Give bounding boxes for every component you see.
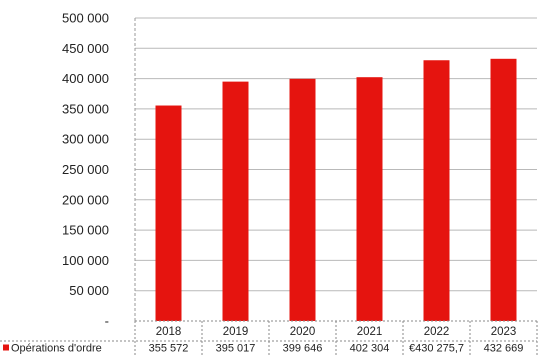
y-tick-label: 50 000: [69, 283, 109, 298]
bar: [222, 81, 249, 322]
data-value-labels: 355 572 395 017 399 646 402 304 €430 275,7 43…: [149, 343, 524, 355]
x-axis-category-labels: 2018 2019 2020 2021 2022 2023: [156, 326, 517, 338]
y-tick-label: 300 000: [62, 132, 109, 147]
legend-label: Opérations d'ordre: [11, 343, 102, 355]
bar: [423, 60, 450, 321]
y-tick-label: 400 000: [62, 71, 109, 86]
y-tick-label: 150 000: [62, 223, 109, 238]
x-category-label: 2018: [156, 326, 182, 338]
y-tick-label: 450 000: [62, 41, 109, 56]
gridlines: [134, 17, 537, 321]
value-label: €430 275,7: [409, 343, 464, 355]
y-tick-label: 350 000: [62, 101, 109, 116]
data-table-lines: [0, 320, 538, 355]
bar: [490, 58, 517, 322]
y-tick-label: 500 000: [62, 11, 109, 26]
value-label: 402 304: [350, 343, 390, 355]
data-table: Opérations d'ordre 2018 2019 2020 2021 2022 2…: [0, 320, 538, 355]
value-label: 395 017: [216, 343, 256, 355]
x-category-label: 2020: [290, 326, 316, 338]
y-tick-label: 200 000: [62, 192, 109, 207]
value-label: 355 572: [149, 343, 189, 355]
x-category-label: 2019: [223, 326, 249, 338]
y-tick-label: 250 000: [62, 162, 109, 177]
bar: [155, 105, 182, 321]
value-label: 399 646: [283, 343, 323, 355]
bars: [155, 58, 517, 322]
bar: [289, 78, 316, 322]
y-tick-label: -: [105, 314, 109, 329]
bar: [356, 77, 383, 322]
value-label: 432 669: [484, 343, 524, 355]
y-axis-tick-labels: - 50 000 100 000 150 000 200 000 250 000 300 0…: [62, 11, 109, 329]
legend-swatch: [3, 344, 9, 351]
x-category-label: 2022: [424, 326, 450, 338]
y-tick-label: 100 000: [62, 253, 109, 268]
x-category-label: 2023: [491, 326, 517, 338]
x-category-label: 2021: [357, 326, 383, 338]
